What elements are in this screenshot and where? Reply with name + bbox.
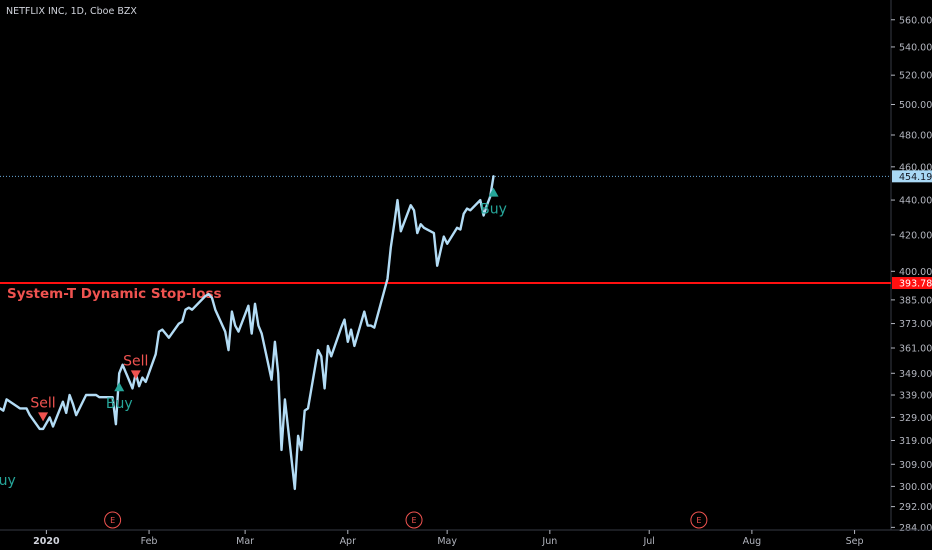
plot-area: System-T Dynamic Stop-loss Sell Buy Sell Buy… [0, 175, 891, 529]
sell-signal-label: Sell [123, 353, 148, 369]
buy-signal-label: Buy [480, 202, 507, 218]
stop-loss-label: System-T Dynamic Stop-loss [7, 286, 222, 302]
stop-loss-price-tag-text: 393.78 [899, 279, 932, 290]
y-tick-label: 349.00 [899, 369, 932, 380]
y-tick-label: 560.00 [899, 15, 932, 26]
x-tick-label: Feb [141, 536, 158, 547]
price-series-line[interactable] [0, 175, 495, 491]
x-tick-label: Sep [846, 536, 864, 547]
x-tick-label: Aug [743, 536, 762, 547]
y-tick-label: 319.00 [899, 436, 932, 447]
y-tick-label: 520.00 [899, 71, 932, 82]
y-tick-label: 385.00 [899, 295, 932, 306]
y-tick-label: 400.00 [899, 267, 932, 278]
y-tick-label: 361.00 [899, 344, 932, 355]
y-tick-label: 329.00 [899, 413, 932, 424]
y-tick-label: 480.00 [899, 131, 932, 142]
y-tick-label: 300.00 [899, 482, 932, 493]
last-price-tag-text: 454.19 [899, 172, 932, 183]
x-tick-label: Apr [340, 536, 357, 547]
y-tick-label: 540.00 [899, 42, 932, 53]
y-tick-label: 420.00 [899, 230, 932, 241]
price-axis[interactable]: 560.00 540.00 520.00 500.00 480.00 460.00 440.… [890, 0, 932, 534]
sell-signal-marker[interactable] [130, 370, 141, 380]
x-tick-label: Mar [236, 536, 254, 547]
y-tick-label: 339.00 [899, 391, 932, 402]
y-tick-label: 309.00 [899, 460, 932, 471]
buy-signal-marker[interactable] [114, 382, 125, 392]
stop-loss-price-tag [892, 277, 932, 290]
x-tick-label: 2020 [33, 536, 60, 547]
buy-signal-label-clipped: Buy [0, 473, 16, 489]
x-tick-label: Jun [541, 536, 557, 547]
sell-signal-label: Sell [30, 395, 55, 411]
y-tick-label: 284.00 [899, 523, 932, 534]
y-tick-label: 440.00 [899, 196, 932, 207]
earnings-marker-label: E [110, 516, 115, 525]
sell-signal-marker[interactable] [38, 412, 49, 422]
earnings-marker-label: E [412, 516, 417, 525]
x-tick-label: Jul [642, 536, 654, 547]
earnings-marker[interactable] [690, 511, 708, 529]
earnings-marker-label: E [696, 516, 701, 525]
earnings-marker[interactable] [405, 511, 423, 529]
buy-signal-marker[interactable] [488, 187, 499, 197]
last-price-tag [892, 170, 932, 183]
y-tick-label: 500.00 [899, 100, 932, 111]
buy-signal-label: Buy [106, 396, 133, 412]
x-tick-label: May [437, 536, 457, 547]
chart-title: NETFLIX INC, 1D, Cboe BZX [6, 6, 137, 17]
earnings-marker[interactable] [104, 511, 122, 529]
y-tick-label: 373.00 [899, 319, 932, 330]
y-tick-label: 460.00 [899, 162, 932, 173]
y-tick-label: 292.00 [899, 502, 932, 513]
time-axis[interactable]: 2020 Feb Mar Apr May Jun Jul Aug Sep [0, 529, 932, 547]
